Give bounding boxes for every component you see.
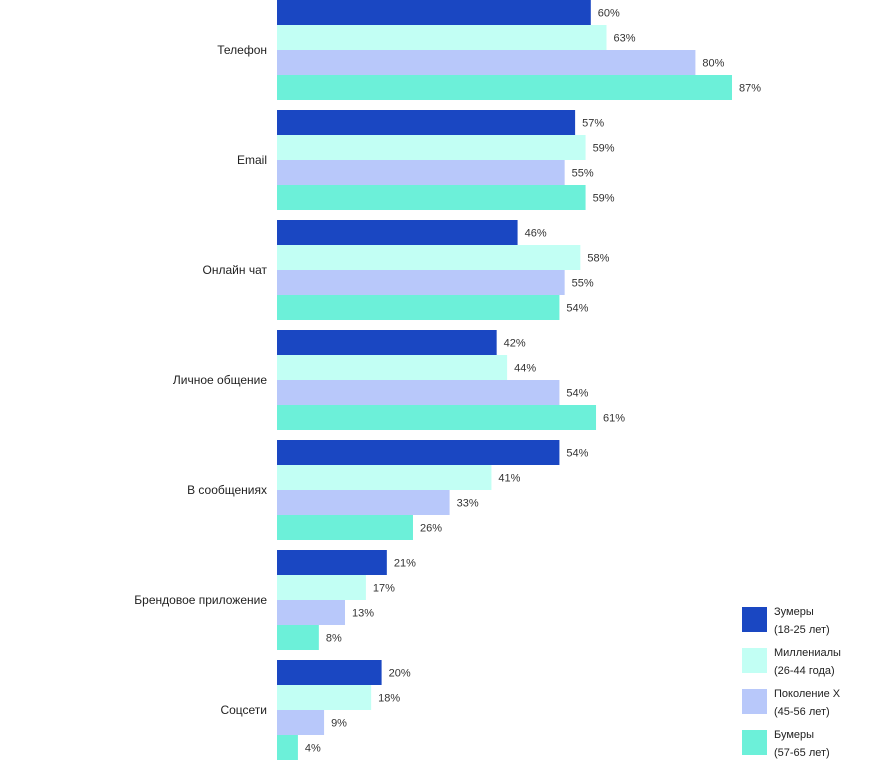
bar-зумеры — [277, 550, 387, 575]
bar-бумеры — [277, 295, 560, 320]
bar-миллениалы — [277, 25, 607, 50]
legend-swatch-millennials — [742, 648, 767, 673]
bar-бумеры — [277, 405, 597, 430]
legend-swatch-boomers — [742, 730, 767, 755]
legend-detail-boomers: (57-65 лет) — [774, 747, 830, 759]
category-label: В сообщениях — [187, 483, 267, 497]
bar-миллениалы — [277, 355, 508, 380]
bar-миллениалы — [277, 575, 366, 600]
legend-item-gen-x: Поколение X (45-56 лет) — [742, 685, 867, 726]
bar-зумеры — [277, 0, 591, 25]
legend-item-boomers: Бумеры (57-65 лет) — [742, 726, 867, 767]
bar-бумеры — [277, 515, 413, 540]
bar-поколение-x — [277, 160, 565, 185]
value-label: 42% — [504, 338, 526, 350]
value-label: 4% — [305, 743, 321, 755]
value-label: 54% — [566, 388, 588, 400]
value-label: 63% — [613, 33, 635, 45]
value-label: 21% — [394, 558, 416, 570]
bar-бумеры — [277, 625, 319, 650]
value-label: 58% — [587, 253, 609, 265]
value-label: 46% — [525, 228, 547, 240]
legend-label-zoomers: Зумеры — [774, 606, 814, 618]
value-label: 9% — [331, 718, 347, 730]
category-label: Телефон — [217, 43, 267, 57]
value-label: 55% — [572, 278, 594, 290]
category-label: Соцсети — [220, 703, 267, 717]
value-label: 59% — [593, 193, 615, 205]
value-label: 57% — [582, 118, 604, 130]
value-label: 33% — [457, 498, 479, 510]
legend-label-gen-x: Поколение X — [774, 688, 841, 700]
bar-поколение-x — [277, 50, 696, 75]
bar-миллениалы — [277, 685, 372, 710]
legend-swatch-gen-x — [742, 689, 767, 714]
bar-поколение-x — [277, 490, 450, 515]
legend-detail-zoomers: (18-25 лет) — [774, 624, 830, 636]
bar-зумеры — [277, 330, 497, 355]
category-label: Брендовое приложение — [134, 593, 267, 607]
value-label: 60% — [598, 8, 620, 20]
bar-миллениалы — [277, 465, 492, 490]
value-label: 20% — [389, 668, 411, 680]
value-label: 54% — [566, 303, 588, 315]
bar-миллениалы — [277, 245, 581, 270]
value-label: 55% — [572, 168, 594, 180]
bar-поколение-x — [277, 600, 345, 625]
value-label: 59% — [593, 143, 615, 155]
bar-зумеры — [277, 220, 518, 245]
category-label: Email — [237, 153, 267, 167]
value-label: 44% — [514, 363, 536, 375]
bar-бумеры — [277, 735, 298, 760]
legend-detail-gen-x: (45-56 лет) — [774, 706, 830, 718]
bar-поколение-x — [277, 270, 565, 295]
value-label: 13% — [352, 608, 374, 620]
bar-зумеры — [277, 660, 382, 685]
value-label: 17% — [373, 583, 395, 595]
bar-миллениалы — [277, 135, 586, 160]
legend-detail-millennials: (26-44 года) — [774, 665, 835, 677]
value-label: 87% — [739, 83, 761, 95]
legend: Зумеры (18-25 лет) Миллениалы (26-44 год… — [742, 603, 867, 767]
legend-swatch-zoomers — [742, 607, 767, 632]
bar-бумеры — [277, 75, 733, 100]
value-label: 54% — [566, 448, 588, 460]
bar-зумеры — [277, 440, 560, 465]
value-label: 61% — [603, 413, 625, 425]
category-label: Онлайн чат — [203, 263, 268, 277]
legend-item-zoomers: Зумеры (18-25 лет) — [742, 603, 867, 644]
legend-label-boomers: Бумеры — [774, 729, 815, 741]
value-label: 26% — [420, 523, 442, 535]
bar-поколение-x — [277, 710, 325, 735]
value-label: 8% — [326, 633, 342, 645]
category-label: Личное общение — [173, 373, 267, 387]
value-label: 18% — [378, 693, 400, 705]
legend-label-millennials: Миллениалы — [774, 647, 841, 659]
value-label: 80% — [702, 58, 724, 70]
bar-бумеры — [277, 185, 586, 210]
value-label: 41% — [498, 473, 520, 485]
legend-item-millennials: Миллениалы (26-44 года) — [742, 644, 867, 685]
bar-поколение-x — [277, 380, 560, 405]
bar-зумеры — [277, 110, 576, 135]
